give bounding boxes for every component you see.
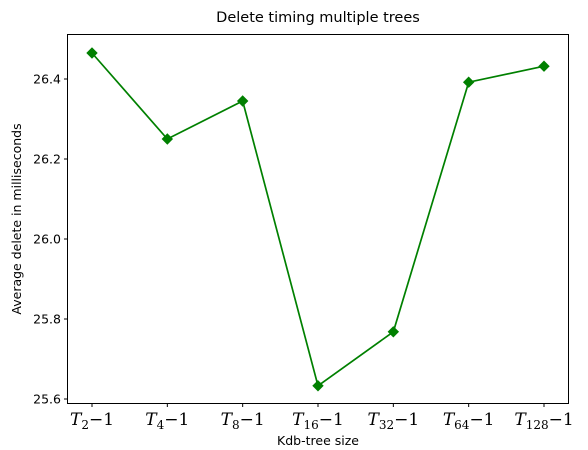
y-tick-label: 26.2 — [33, 152, 61, 167]
x-tick-label: T32−1 — [367, 410, 419, 432]
x-tick-label: T2−1 — [70, 410, 114, 432]
plot-frame — [67, 34, 569, 404]
data-point — [462, 76, 475, 88]
x-tick-label: T16−1 — [292, 410, 344, 432]
chart-title: Delete timing multiple trees — [216, 10, 420, 26]
series-line — [91, 52, 545, 388]
y-axis-label: Average delete in milliseconds — [9, 123, 24, 314]
y-tick-label: 26.0 — [33, 232, 61, 247]
x-tick-label: T64−1 — [443, 410, 495, 432]
data-point — [161, 133, 174, 145]
data-point — [312, 380, 324, 392]
y-tick-label: 26.4 — [33, 72, 61, 87]
data-point — [86, 47, 98, 59]
data-point — [538, 60, 550, 72]
x-axis-label: Kdb-tree size — [277, 433, 359, 448]
x-tick-label: T4−1 — [145, 410, 189, 432]
x-tick-label: T128−1 — [514, 410, 573, 432]
y-tick-label: 25.8 — [33, 312, 61, 327]
data-point — [236, 95, 249, 107]
y-tick-label: 25.6 — [33, 392, 61, 407]
data-point — [387, 326, 400, 338]
x-tick-label: T8−1 — [221, 410, 265, 432]
